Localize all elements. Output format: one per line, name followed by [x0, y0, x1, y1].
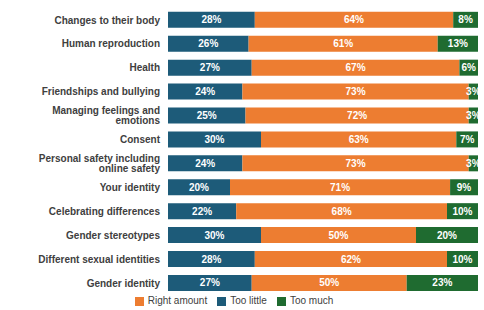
html-text:Right amount: Right amount — [147, 295, 208, 306]
svg-text:30%: 30% — [204, 134, 224, 145]
svg-text:3%: 3% — [466, 158, 476, 169]
svg-text:9%: 9% — [457, 182, 472, 193]
svg-text:Friendships and bullying: Friendships and bullying — [42, 86, 160, 97]
svg-text:Human reproduction: Human reproduction — [62, 38, 160, 49]
svg-text:Consent: Consent — [120, 134, 161, 145]
svg-text:63%: 63% — [349, 134, 369, 145]
svg-text:Changes to their body: Changes to their body — [54, 15, 160, 26]
svg-text:50%: 50% — [328, 230, 348, 241]
svg-text:67%: 67% — [346, 62, 366, 73]
svg-text:Managing feelings andemotions: Managing feelings andemotions — [52, 105, 160, 126]
svg-text:72%: 72% — [347, 110, 367, 121]
svg-text:7%: 7% — [460, 134, 475, 145]
svg-text:3%: 3% — [466, 110, 476, 121]
svg-text:6%: 6% — [461, 62, 476, 73]
svg-text:61%: 61% — [333, 38, 353, 49]
svg-text:3%: 3% — [466, 86, 476, 97]
svg-text:68%: 68% — [332, 206, 352, 217]
svg-text:13%: 13% — [448, 38, 468, 49]
html-text:Too much: Too much — [289, 295, 334, 306]
svg-text:27%: 27% — [200, 277, 220, 288]
html-text:Too little: Too little — [230, 295, 267, 306]
svg-text:Celebrating differences: Celebrating differences — [49, 206, 161, 217]
svg-text:28%: 28% — [201, 254, 221, 265]
svg-text:50%: 50% — [319, 277, 339, 288]
svg-text:27%: 27% — [200, 62, 220, 73]
svg-text:26%: 26% — [198, 38, 218, 49]
svg-text:24%: 24% — [195, 158, 215, 169]
svg-text:10%: 10% — [452, 254, 472, 265]
svg-text:73%: 73% — [346, 86, 366, 97]
svg-text:24%: 24% — [195, 86, 215, 97]
svg-text:Health: Health — [129, 62, 160, 73]
svg-text:30%: 30% — [204, 230, 224, 241]
svg-text:71%: 71% — [330, 182, 350, 193]
svg-text:22%: 22% — [192, 206, 212, 217]
svg-text:Your identity: Your identity — [100, 182, 161, 193]
svg-text:10%: 10% — [452, 206, 472, 217]
svg-text:20%: 20% — [189, 182, 209, 193]
svg-text:Different sexual identities: Different sexual identities — [38, 254, 160, 265]
svg-text:8%: 8% — [458, 14, 473, 25]
svg-text:25%: 25% — [197, 110, 217, 121]
svg-text:62%: 62% — [341, 254, 361, 265]
svg-text:20%: 20% — [437, 230, 457, 241]
svg-text:28%: 28% — [201, 14, 221, 25]
svg-text:64%: 64% — [344, 14, 364, 25]
svg-text:Gender identity: Gender identity — [87, 278, 161, 289]
svg-text:Gender stereotypes: Gender stereotypes — [66, 230, 160, 241]
svg-text:73%: 73% — [346, 158, 366, 169]
svg-text:Personal safety includingonlin: Personal safety includingonline safety — [39, 153, 161, 174]
svg-text:23%: 23% — [432, 277, 452, 288]
